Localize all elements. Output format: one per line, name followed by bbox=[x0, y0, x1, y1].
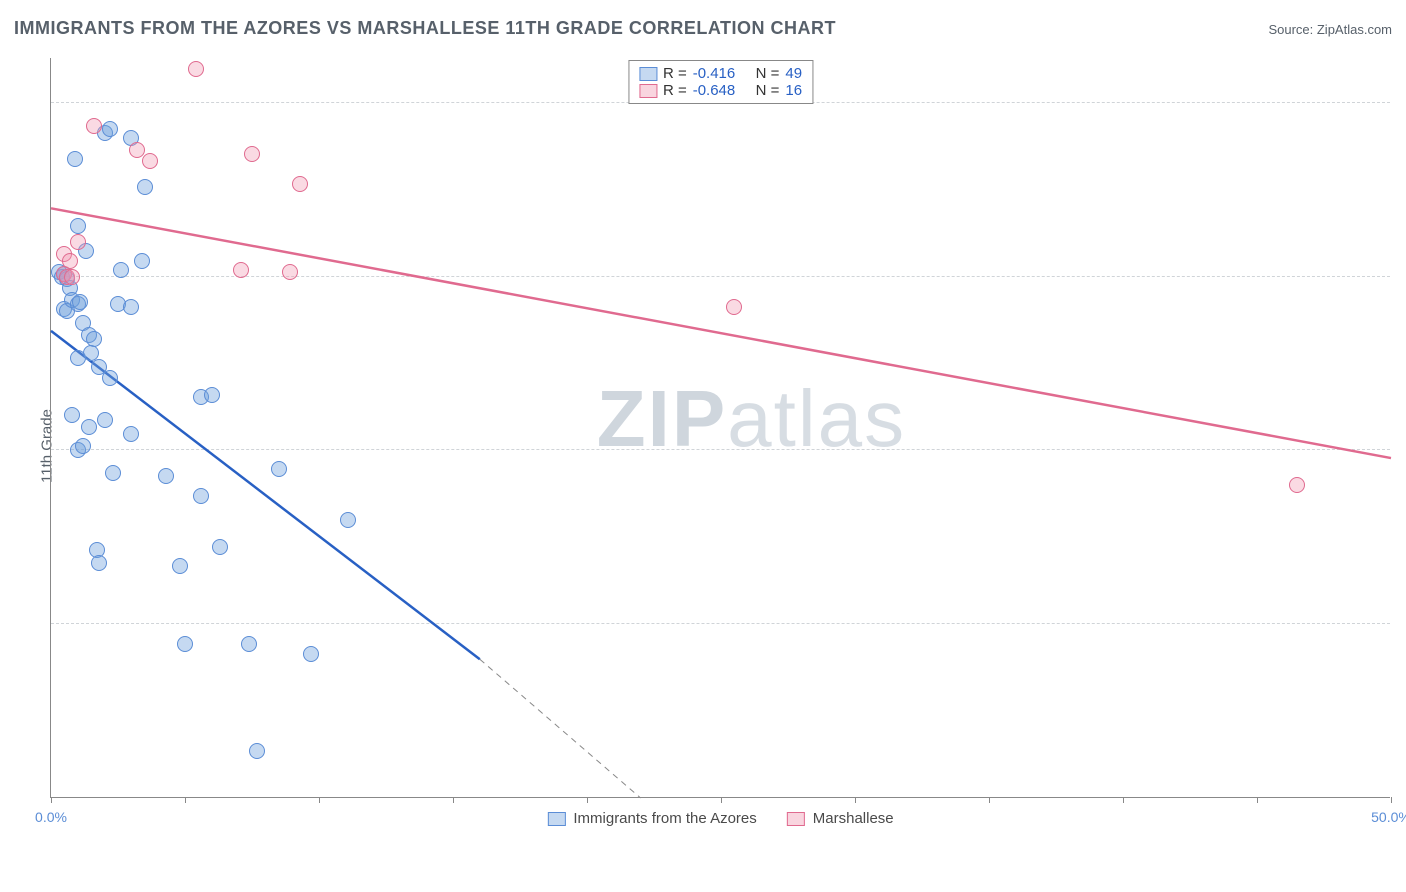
data-point bbox=[70, 218, 86, 234]
data-point bbox=[193, 488, 209, 504]
plot-area: ZIPatlas R = -0.416 N = 49 R = -0.648 N … bbox=[50, 58, 1390, 798]
data-point bbox=[282, 264, 298, 280]
data-point bbox=[102, 370, 118, 386]
data-point bbox=[105, 465, 121, 481]
data-point bbox=[244, 146, 260, 162]
data-point bbox=[158, 468, 174, 484]
data-point bbox=[129, 142, 145, 158]
legend-item-marshallese: Marshallese bbox=[787, 810, 894, 827]
stats-row-marshallese: R = -0.648 N = 16 bbox=[639, 82, 802, 99]
data-point bbox=[233, 262, 249, 278]
data-point bbox=[72, 294, 88, 310]
xtick bbox=[587, 797, 588, 803]
xtick bbox=[1257, 797, 1258, 803]
data-point bbox=[188, 61, 204, 77]
swatch-blue bbox=[547, 812, 565, 826]
xtick bbox=[453, 797, 454, 803]
data-point bbox=[86, 118, 102, 134]
ytick-label: 85.0% bbox=[1396, 426, 1406, 442]
data-point bbox=[62, 253, 78, 269]
data-point bbox=[75, 438, 91, 454]
data-point bbox=[212, 539, 228, 555]
data-point bbox=[340, 512, 356, 528]
data-point bbox=[64, 407, 80, 423]
ytick-label: 77.5% bbox=[1396, 600, 1406, 616]
xtick bbox=[989, 797, 990, 803]
xtick bbox=[51, 797, 52, 803]
data-point bbox=[292, 176, 308, 192]
data-point bbox=[249, 743, 265, 759]
data-point bbox=[123, 426, 139, 442]
xtick bbox=[185, 797, 186, 803]
chart-title: IMMIGRANTS FROM THE AZORES VS MARSHALLES… bbox=[14, 18, 836, 39]
data-point bbox=[172, 558, 188, 574]
data-point bbox=[271, 461, 287, 477]
data-point bbox=[64, 269, 80, 285]
trend-line bbox=[51, 208, 1391, 458]
data-point bbox=[204, 387, 220, 403]
swatch-pink bbox=[787, 812, 805, 826]
swatch-blue bbox=[639, 67, 657, 81]
stats-legend: R = -0.416 N = 49 R = -0.648 N = 16 bbox=[628, 60, 813, 104]
data-point bbox=[303, 646, 319, 662]
data-point bbox=[102, 121, 118, 137]
xtick-label: 0.0% bbox=[35, 809, 67, 825]
xtick bbox=[721, 797, 722, 803]
data-point bbox=[91, 555, 107, 571]
data-point bbox=[97, 412, 113, 428]
xtick bbox=[1391, 797, 1392, 803]
xtick bbox=[1123, 797, 1124, 803]
source-attribution: Source: ZipAtlas.com bbox=[1268, 22, 1392, 37]
trend-lines bbox=[51, 58, 1390, 797]
data-point bbox=[142, 153, 158, 169]
data-point bbox=[1289, 477, 1305, 493]
header: IMMIGRANTS FROM THE AZORES VS MARSHALLES… bbox=[14, 18, 1392, 39]
data-point bbox=[81, 419, 97, 435]
data-point bbox=[70, 234, 86, 250]
data-point bbox=[177, 636, 193, 652]
data-point bbox=[134, 253, 150, 269]
ytick-label: 100.0% bbox=[1396, 79, 1406, 95]
trend-line-extrapolated bbox=[480, 659, 641, 798]
data-point bbox=[123, 299, 139, 315]
stats-row-azores: R = -0.416 N = 49 bbox=[639, 65, 802, 82]
data-point bbox=[67, 151, 83, 167]
data-point bbox=[113, 262, 129, 278]
legend-item-azores: Immigrants from the Azores bbox=[547, 810, 756, 827]
xtick bbox=[319, 797, 320, 803]
data-point bbox=[241, 636, 257, 652]
data-point bbox=[137, 179, 153, 195]
bottom-legend: Immigrants from the Azores Marshallese bbox=[547, 810, 893, 827]
swatch-pink bbox=[639, 84, 657, 98]
xtick-label: 50.0% bbox=[1371, 809, 1406, 825]
xtick bbox=[855, 797, 856, 803]
ytick-label: 92.5% bbox=[1396, 253, 1406, 269]
data-point bbox=[726, 299, 742, 315]
